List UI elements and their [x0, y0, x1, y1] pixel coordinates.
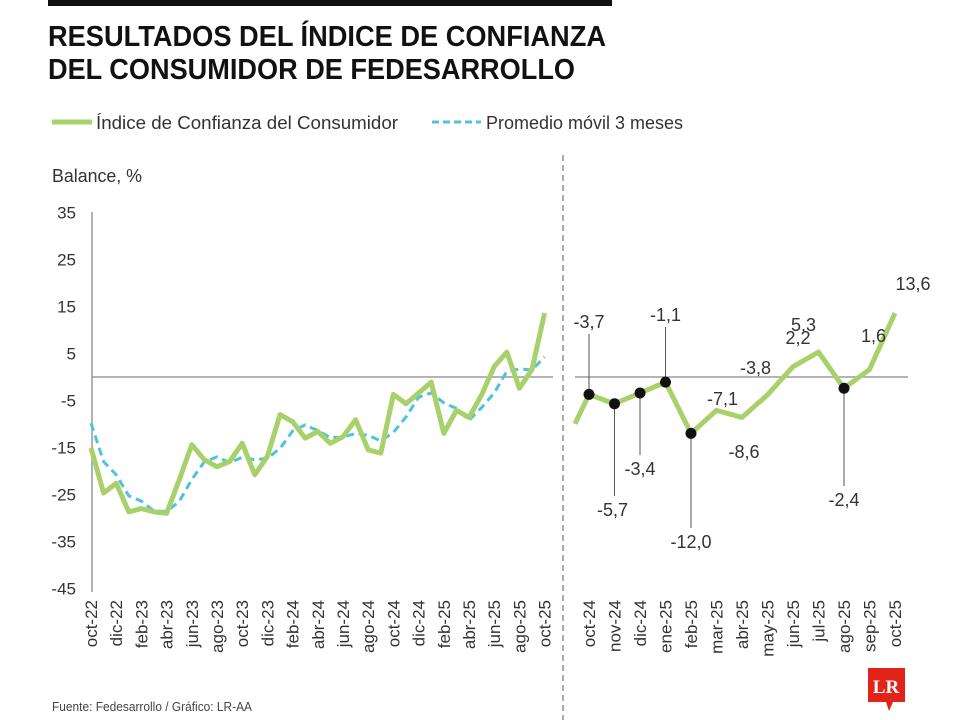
- left-panel: 35 25 15 5 -5 -15 -25 -35 -45 oct-22 dic-22 feb-23 a…: [51, 204, 554, 653]
- y-tick-label: -25: [51, 486, 76, 505]
- x-tick-label: abr-25: [460, 600, 479, 649]
- data-point-marker: [634, 387, 646, 399]
- data-label: 1,6: [861, 326, 886, 346]
- data-label: 2,2: [785, 328, 810, 348]
- data-label: -1,1: [650, 305, 681, 325]
- x-tick-label: feb-24: [284, 600, 303, 648]
- data-label: -3,4: [624, 459, 655, 479]
- y-axis-label: Balance, %: [52, 166, 142, 186]
- data-label: 5,3: [791, 315, 816, 335]
- x-tick-label: feb-25: [435, 600, 454, 648]
- chart-title-line1: RESULTADOS DEL ÍNDICE DE CONFIANZA: [48, 19, 606, 53]
- x-tick-label: mar-25: [708, 600, 727, 654]
- x-tick-label: dic-24: [410, 600, 429, 646]
- data-point-marker: [583, 388, 595, 400]
- x-tick-label: jun-24: [334, 600, 353, 648]
- lr-logo: LR: [868, 668, 905, 711]
- x-tick-label: jun-23: [183, 600, 202, 648]
- x-tick-label: dic-23: [258, 600, 277, 646]
- series-line-index: [88, 312, 548, 516]
- data-point-marker: [609, 398, 620, 410]
- logo-text: LR: [873, 677, 900, 698]
- data-point-marker: [838, 382, 850, 394]
- x-tick-label: abr-25: [733, 600, 752, 649]
- data-label: -5,7: [597, 500, 628, 520]
- x-tick-label: abr-24: [309, 600, 328, 649]
- x-tick-label: abr-23: [158, 600, 177, 649]
- data-label: -3,8: [740, 358, 771, 378]
- right-panel: oct-24 nov-24 dic-24 ene-25 feb-25 mar-25 abr-…: [572, 274, 931, 657]
- x-tick-label: ago-25: [510, 600, 529, 653]
- legend-label-index: Índice de Confianza del Consumidor: [96, 113, 398, 133]
- x-tick-label: oct-23: [233, 600, 252, 647]
- y-tick-label: -5: [61, 392, 76, 411]
- y-tick-label: 35: [57, 204, 76, 223]
- x-tick-label: dic-24: [631, 600, 650, 646]
- x-tick-label: ene-25: [657, 600, 676, 653]
- x-tick-label: oct-24: [580, 600, 599, 647]
- data-point-marker: [685, 427, 697, 439]
- legend: Índice de Confianza del Consumidor Prome…: [52, 113, 683, 133]
- y-tick-label: -45: [51, 580, 76, 599]
- y-tick-label: 25: [57, 251, 76, 270]
- x-tick-label: jun-25: [784, 600, 803, 648]
- series-line-index: [572, 312, 898, 436]
- data-label: -8,6: [728, 442, 759, 462]
- x-tick-label: dic-22: [107, 600, 126, 646]
- x-tick-label: ago-25: [835, 600, 854, 653]
- data-label: 13,6: [895, 274, 930, 294]
- x-tick-label: sep-25: [861, 600, 880, 652]
- y-tick-label: 5: [67, 345, 76, 364]
- top-bar: [48, 0, 612, 6]
- data-point-marker: [660, 376, 671, 388]
- x-tick-label: ago-23: [208, 600, 227, 653]
- x-tick-label: oct-25: [536, 600, 555, 647]
- data-label: -12,0: [670, 532, 711, 552]
- x-tick-label: may-25: [759, 600, 778, 657]
- data-label: -2,4: [828, 490, 859, 510]
- chart-title-line2: DEL CONSUMIDOR DE FEDESARROLLO: [48, 54, 575, 86]
- x-tick-label: oct-24: [384, 600, 403, 647]
- x-tick-label: jun-25: [485, 600, 504, 648]
- data-label: -3,7: [573, 312, 604, 332]
- x-tick-label: oct-25: [886, 600, 905, 647]
- y-tick-label: -35: [51, 533, 76, 552]
- x-tick-label: oct-22: [82, 600, 101, 647]
- source-footer: Fuente: Fedesarrollo / Gráfico: LR-AA: [52, 699, 252, 714]
- x-tick-label: feb-23: [132, 600, 151, 648]
- data-label: -7,1: [707, 389, 738, 409]
- x-tick-label: ago-24: [359, 600, 378, 653]
- x-tick-label: nov-24: [606, 600, 625, 652]
- y-tick-label: 15: [57, 298, 76, 317]
- legend-label-moving-average: Promedio móvil 3 meses: [486, 113, 683, 133]
- x-tick-label: feb-25: [682, 600, 701, 648]
- y-tick-label: -15: [51, 439, 76, 458]
- x-tick-label: jul-25: [810, 600, 829, 643]
